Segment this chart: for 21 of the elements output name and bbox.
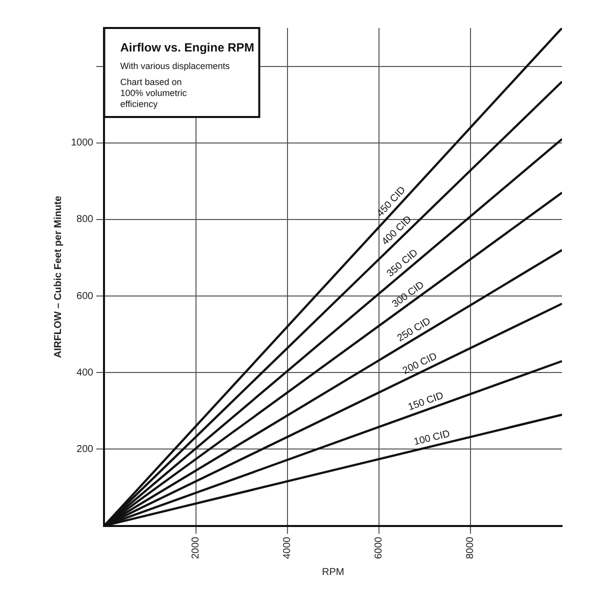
text: Airflow vs. Engine RPM [120, 40, 254, 54]
x-tick-label: 8000 [465, 536, 476, 560]
text: 400 CID [380, 214, 414, 248]
text: 300 CID [390, 280, 426, 310]
y-axis-title: AIRFLOW – Cubic Feet per Minute [52, 195, 64, 358]
text: 350 CID [385, 247, 420, 280]
y-tick-label: 1000 [70, 138, 94, 149]
text: With various displacements [120, 60, 230, 71]
y-tick-label: 800 [76, 214, 94, 226]
x-tick-label: 4000 [282, 536, 294, 560]
y-tick-label: 200 [76, 444, 94, 455]
x-tick-label: 6000 [374, 536, 385, 560]
text: 100 CID [412, 428, 452, 448]
x-tick-label: 2000 [190, 536, 202, 560]
y-tick-label: 400 [76, 367, 94, 378]
x-axis-title: RPM [322, 566, 344, 578]
text: 150 CID [406, 390, 446, 414]
y-tick-label: 600 [76, 290, 94, 302]
text: 200 CID [401, 351, 439, 377]
text: 250 CID [396, 316, 433, 344]
annotation: Chart based on 100% volumetric efficiency [120, 76, 188, 109]
